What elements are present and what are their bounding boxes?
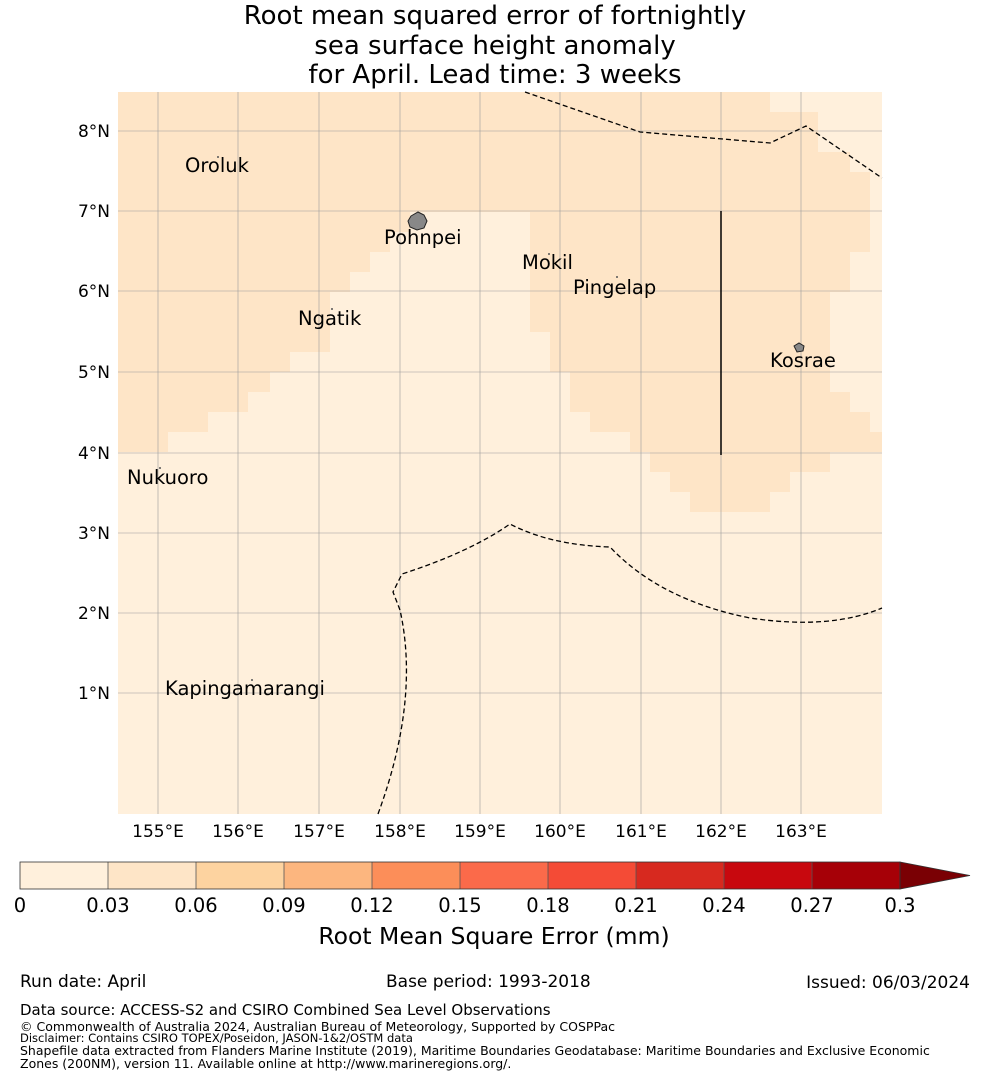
mokil-dot — [548, 253, 550, 255]
data-source: Data source: ACCESS-S2 and CSIRO Combine… — [20, 1001, 551, 1019]
map-panel: Oroluk Pohnpei Mokil Pingelap Ngatik Kos… — [118, 91, 883, 815]
rmse-region-east — [530, 92, 882, 512]
lon-tick-label: 162°E — [695, 822, 747, 842]
title-line-3: for April. Lead time: 3 weeks — [308, 60, 682, 90]
colorbar-tick-label: 0 — [14, 894, 26, 917]
colorbar-segment — [372, 862, 460, 889]
lon-tick-label: 155°E — [132, 822, 184, 842]
copyright-notice: © Commonwealth of Australia 2024, Austra… — [20, 1019, 615, 1034]
gridlines — [118, 92, 882, 814]
lat-tick-label: 7°N — [78, 202, 110, 222]
island-label-oroluk: Oroluk — [185, 154, 250, 177]
colorbar-tick-label: 0.12 — [350, 894, 393, 917]
colorbar-label: Root Mean Square Error (mm) — [318, 922, 669, 950]
lon-tick-labels: 155°E 156°E 157°E 158°E 159°E 160°E 161°… — [132, 822, 827, 842]
colorbar-segment — [460, 862, 548, 889]
oroluk-dot — [217, 156, 219, 158]
eez-boundary-south — [377, 523, 883, 815]
lat-tick-labels: 8°N 7°N 6°N 5°N 4°N 3°N 2°N 1°N — [78, 122, 110, 704]
lon-tick-label: 159°E — [454, 822, 506, 842]
colorbar-tick-label: 0.21 — [614, 894, 657, 917]
colorbar-tick-label: 0.3 — [884, 894, 915, 917]
colorbar-tick-label: 0.09 — [262, 894, 305, 917]
lon-tick-label: 161°E — [615, 822, 667, 842]
atoll-dots — [159, 156, 618, 681]
issued-date: Issued: 06/03/2024 — [806, 973, 970, 993]
colorbar-tick-label: 0.24 — [702, 894, 745, 917]
colorbar-tick-label: 0.06 — [174, 894, 217, 917]
colorbar-segment — [724, 862, 812, 889]
lat-tick-label: 3°N — [78, 524, 110, 544]
lat-tick-label: 4°N — [78, 444, 110, 464]
lat-tick-label: 2°N — [78, 604, 110, 624]
island-label-pingelap: Pingelap — [573, 276, 656, 299]
colorbar-tick-label: 0.18 — [526, 894, 569, 917]
disclaimer: Disclaimer: Contains CSIRO TOPEX/Poseido… — [20, 1031, 413, 1045]
base-period: Base period: 1993-2018 — [386, 972, 591, 992]
island-label-kapingamarangi: Kapingamarangi — [165, 677, 325, 700]
lon-tick-label: 157°E — [293, 822, 345, 842]
lon-tick-label: 156°E — [212, 822, 264, 842]
pohnpei-landmass — [407, 211, 428, 231]
colorbar-segment — [548, 862, 636, 889]
nukuoro-dot — [159, 467, 161, 469]
island-label-pohnpei: Pohnpei — [384, 226, 462, 249]
colorbar-tick-label: 0.03 — [86, 894, 129, 917]
map-title: Root mean squared error of fortnightly s… — [0, 1, 990, 91]
colorbar-segment — [196, 862, 284, 889]
island-label-nukuoro: Nukuoro — [127, 466, 208, 489]
colorbar-segment — [812, 862, 900, 889]
rmse-cell-ne — [850, 92, 882, 132]
colorbar-outline — [19, 861, 901, 890]
lat-tick-label: 1°N — [78, 684, 110, 704]
lon-tick-label: 160°E — [534, 822, 586, 842]
kosrae-landmass — [793, 342, 805, 353]
colorbar-segment — [108, 862, 196, 889]
colorbar-segment — [284, 862, 372, 889]
lon-tick-label: 163°E — [775, 822, 827, 842]
lat-tick-label: 5°N — [78, 363, 110, 383]
lat-tick-label: 6°N — [78, 282, 110, 302]
island-label-kosrae: Kosrae — [770, 349, 836, 372]
colorbar-dividers — [107, 862, 813, 889]
eez-boundary-north — [524, 91, 883, 179]
title-line-1: Root mean squared error of fortnightly — [243, 1, 747, 31]
rmse-region-west — [118, 92, 530, 452]
colorbar: 0 0.03 0.06 0.09 0.12 0.15 0.18 0.21 0.2… — [14, 861, 971, 950]
island-label-mokil: Mokil — [522, 251, 573, 274]
pingelap-dot — [616, 276, 618, 278]
rmse-cell-ne-2 — [870, 132, 882, 172]
colorbar-tick-labels: 0 0.03 0.06 0.09 0.12 0.15 0.18 0.21 0.2… — [14, 894, 916, 917]
colorbar-tick-label: 0.27 — [790, 894, 833, 917]
colorbar-segment — [636, 862, 724, 889]
island-label-ngatik: Ngatik — [298, 307, 362, 330]
title-line-2: sea surface height anomaly — [314, 30, 676, 61]
eez-boundaries — [377, 91, 883, 815]
colorbar-segment — [20, 862, 108, 889]
colorbar-tick-label: 0.15 — [438, 894, 481, 917]
lat-tick-label: 8°N — [78, 122, 110, 142]
run-date: Run date: April — [20, 972, 147, 992]
ngatik-dot — [331, 308, 333, 310]
lon-tick-label: 158°E — [374, 822, 426, 842]
colorbar-extend-arrow — [899, 861, 971, 890]
kapingamarangi-dot — [251, 679, 253, 681]
shapefile-credit: Shapefile data extracted from Flanders M… — [20, 1043, 930, 1071]
